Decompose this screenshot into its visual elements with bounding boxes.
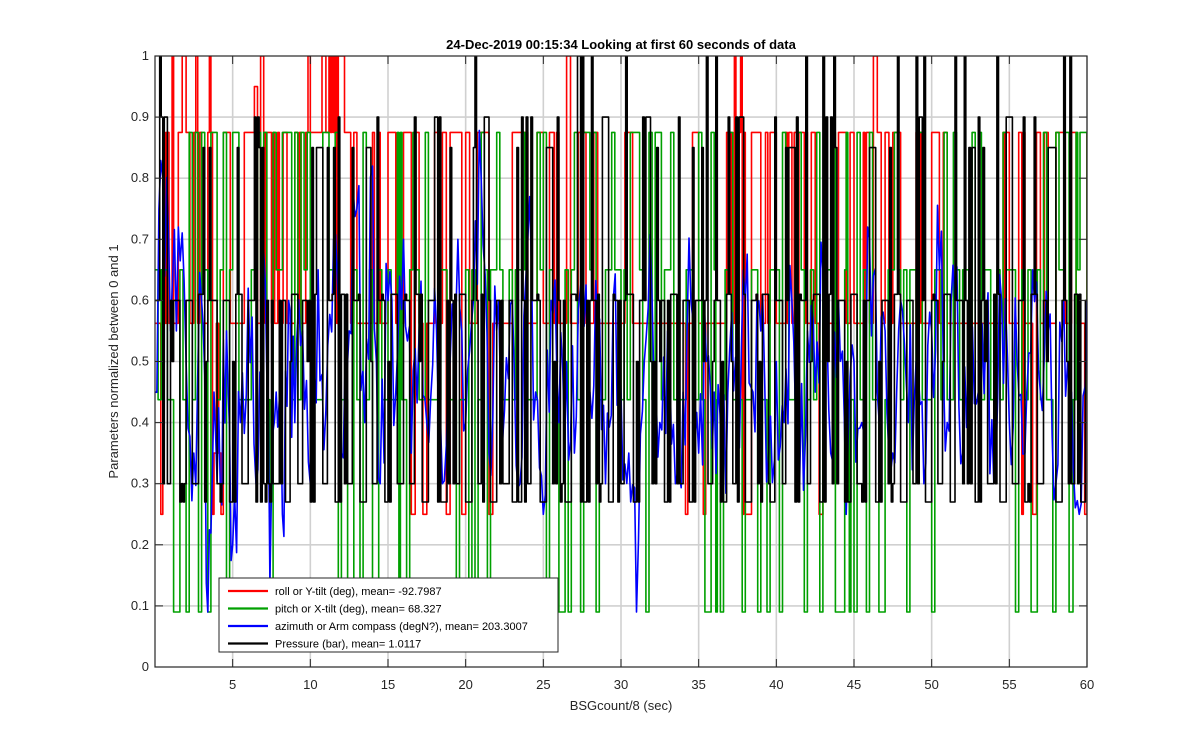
y-tick-label: 0.6 [131, 292, 149, 307]
x-tick-label: 25 [536, 677, 550, 692]
y-tick-label: 1 [142, 48, 149, 63]
legend-label-4: Pressure (bar), mean= 1.0117 [275, 639, 421, 651]
y-tick-label: 0.1 [131, 598, 149, 613]
legend-label-3: azimuth or Arm compass (degN?), mean= 20… [275, 621, 528, 633]
y-tick-label: 0.7 [131, 231, 149, 246]
series-line-4 [155, 56, 1087, 503]
legend-label-2: pitch or X-tilt (deg), mean= 68.327 [275, 604, 442, 616]
y-tick-label: 0.4 [131, 415, 149, 430]
y-axis-label: Parameters normalized between 0 and 1 [106, 244, 121, 478]
ticks: 5 10 15 20 25 30 35 40 45 50 55 60 0 0.1 0.2 0.3 0.4 0.5 0… [131, 48, 1094, 692]
legend: roll or Y-tilt (deg), mean= -92.7987 pitc… [218, 577, 559, 653]
legend-label-1: roll or Y-tilt (deg), mean= -92.7987 [275, 586, 442, 598]
y-tick-label: 0.9 [131, 109, 149, 124]
x-tick-label: 35 [691, 677, 705, 692]
y-tick-label: 0.8 [131, 170, 149, 185]
x-tick-label: 10 [303, 677, 317, 692]
x-tick-label: 5 [229, 677, 236, 692]
series-layer [155, 56, 1087, 613]
x-tick-label: 20 [458, 677, 472, 692]
chart-title: 24-Dec-2019 00:15:34 Looking at first 60… [446, 37, 796, 52]
x-tick-label: 55 [1002, 677, 1016, 692]
y-tick-label: 0.5 [131, 354, 149, 369]
x-tick-label: 15 [381, 677, 395, 692]
y-tick-label: 0.2 [131, 537, 149, 552]
x-tick-label: 30 [614, 677, 628, 692]
x-tick-label: 60 [1080, 677, 1094, 692]
y-tick-label: 0 [142, 659, 149, 674]
x-tick-label: 45 [847, 677, 861, 692]
x-tick-label: 40 [769, 677, 783, 692]
y-tick-label: 0.3 [131, 476, 149, 491]
x-axis-label: BSGcount/8 (sec) [570, 698, 673, 713]
x-tick-label: 50 [924, 677, 938, 692]
legend-box [218, 577, 559, 653]
